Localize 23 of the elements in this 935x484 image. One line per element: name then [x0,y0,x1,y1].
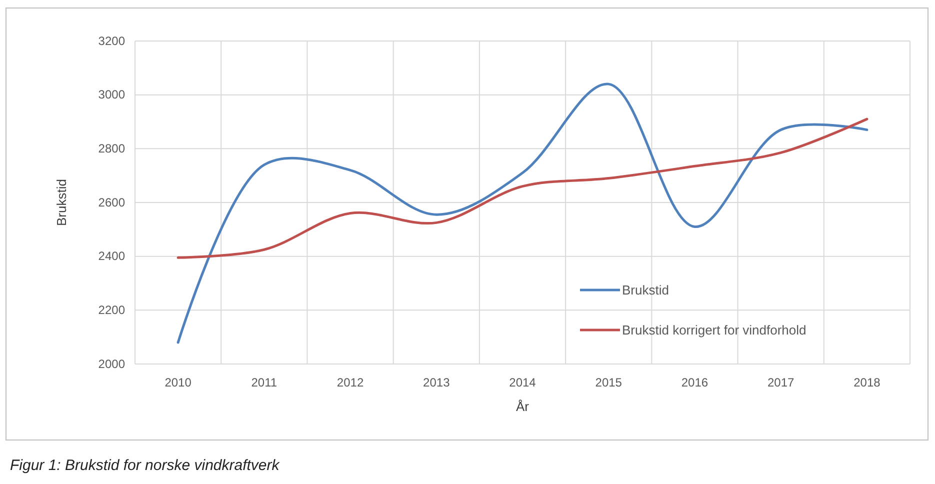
y-tick-label: 3000 [98,88,126,102]
x-tick-label: 2010 [164,376,192,390]
x-axis-title: År [516,399,530,414]
x-tick-label: 2013 [423,376,450,390]
y-tick-label: 2600 [98,195,126,210]
y-tick-label: 3200 [98,34,126,48]
legend-label: Brukstid [622,282,669,298]
x-tick-label: 2018 [854,376,881,390]
x-tick-label: 2014 [509,376,536,390]
line-series [176,82,868,344]
x-tick-label: 2012 [336,376,364,390]
x-tick-label: 2017 [767,376,795,390]
x-tick-label: 2016 [681,376,708,390]
x-tick-label: 2011 [251,376,278,390]
y-axis-title: Brukstid [54,179,69,226]
legend-label: Brukstid korrigert for vindforhold [622,322,806,338]
text: Figur 1: Brukstid for norske vindkraftverk [10,457,281,474]
y-tick-label: 2200 [98,303,126,318]
y-tick-label: 2000 [98,356,126,371]
line-series [176,118,868,259]
x-tick-label: 2015 [595,376,622,390]
y-tick-label: 2800 [98,142,126,156]
y-tick-label: 2400 [98,249,126,264]
